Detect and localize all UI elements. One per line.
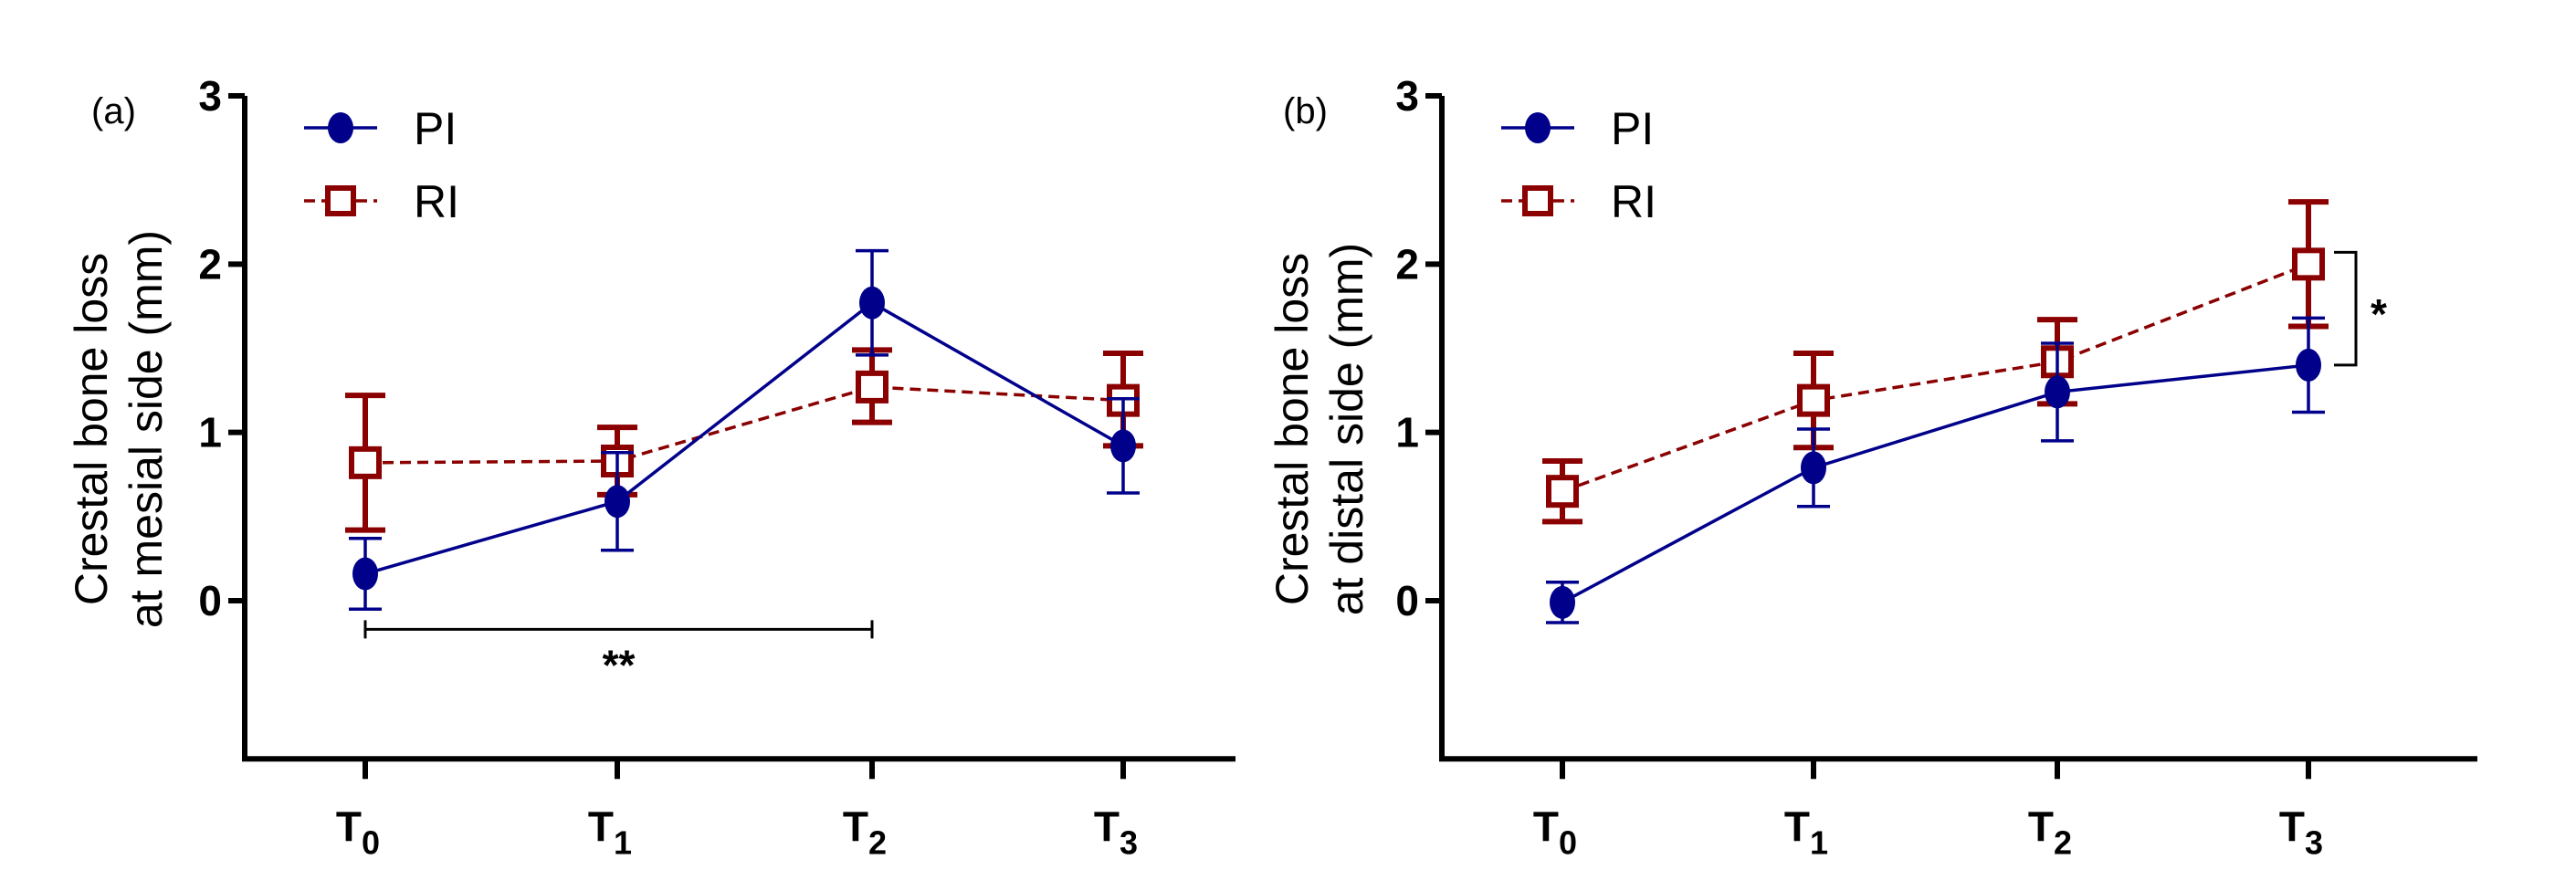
series-line bbox=[1561, 363, 2309, 604]
x-tick-sub: 1 bbox=[614, 823, 632, 861]
x-tick-label: T1 bbox=[588, 802, 632, 861]
legend-marker bbox=[325, 185, 356, 216]
data-point bbox=[2292, 247, 2325, 281]
series-ri: RI bbox=[304, 176, 1143, 533]
y-tick-label: 0 bbox=[1395, 577, 1419, 624]
significance-marker: ** bbox=[603, 641, 636, 688]
y-tick-label: 2 bbox=[198, 240, 222, 288]
x-tick-label: T3 bbox=[1094, 802, 1138, 861]
series-line bbox=[364, 300, 1124, 576]
x-tick-label: T0 bbox=[1533, 802, 1577, 861]
x-tick-sub: 1 bbox=[1810, 823, 1828, 861]
x-tick-main: T bbox=[1533, 802, 1559, 850]
series-line bbox=[1561, 262, 2309, 493]
x-tick-sub: 3 bbox=[1120, 823, 1138, 861]
y-tick-label: 1 bbox=[198, 409, 222, 456]
y-axis-label: at distal side (mm) bbox=[1321, 243, 1372, 615]
x-tick-main: T bbox=[1784, 802, 1810, 850]
x-tick-main: T bbox=[843, 802, 868, 850]
y-tick-label: 3 bbox=[1395, 72, 1419, 120]
y-axis-label: Crestal bone loss bbox=[1267, 253, 1318, 605]
legend-label: PI bbox=[1611, 103, 1654, 154]
x-tick-label: T3 bbox=[2279, 802, 2323, 861]
panel-label: (b) bbox=[1283, 91, 1328, 131]
data-point bbox=[1797, 383, 1830, 417]
x-tick-sub: 2 bbox=[2054, 823, 2072, 861]
y-tick-label: 1 bbox=[1395, 409, 1419, 456]
legend-marker bbox=[328, 112, 353, 143]
x-tick-main: T bbox=[1094, 802, 1120, 850]
legend-label: RI bbox=[414, 176, 459, 227]
x-tick-main: T bbox=[336, 802, 362, 850]
y-axis-label: Crestal bone loss bbox=[66, 253, 117, 605]
x-tick-sub: 0 bbox=[362, 823, 380, 861]
series-pi: PI bbox=[304, 103, 1140, 611]
data-point bbox=[349, 446, 382, 479]
legend-label: PI bbox=[414, 103, 457, 154]
data-point bbox=[2045, 375, 2070, 409]
y-tick-label: 3 bbox=[198, 72, 222, 120]
data-point bbox=[1546, 475, 1579, 508]
data-point bbox=[352, 557, 378, 591]
data-point bbox=[605, 485, 630, 519]
data-point bbox=[1801, 451, 1826, 485]
significance-marker: * bbox=[2371, 290, 2387, 338]
y-axis-label: at mesial side (mm) bbox=[121, 230, 172, 628]
significance-bracket bbox=[2334, 250, 2358, 367]
data-point bbox=[2296, 348, 2321, 382]
legend-marker bbox=[1525, 112, 1551, 143]
y-tick-label: 2 bbox=[1395, 240, 1419, 288]
y-tick-label: 0 bbox=[198, 577, 222, 624]
legend-marker bbox=[1522, 185, 1553, 216]
x-tick-sub: 3 bbox=[2305, 823, 2323, 861]
data-point bbox=[1110, 429, 1136, 463]
significance-bracket bbox=[363, 620, 874, 639]
data-point bbox=[1550, 585, 1575, 619]
x-tick-main: T bbox=[588, 802, 614, 850]
panel-label: (a) bbox=[91, 91, 136, 131]
series-ri: RI bbox=[1501, 176, 2329, 525]
x-tick-main: T bbox=[2279, 802, 2305, 850]
legend-label: RI bbox=[1611, 176, 1656, 227]
series-line bbox=[364, 385, 1124, 465]
data-point bbox=[859, 286, 885, 320]
x-tick-sub: 2 bbox=[868, 823, 887, 861]
x-tick-main: T bbox=[2028, 802, 2054, 850]
x-tick-label: T2 bbox=[843, 802, 887, 861]
x-tick-label: T2 bbox=[2028, 802, 2072, 861]
x-tick-sub: 0 bbox=[1559, 823, 1577, 861]
series-pi: PI bbox=[1501, 103, 2325, 624]
significance-annotation: * bbox=[2334, 250, 2387, 367]
significance-annotation: ** bbox=[363, 620, 874, 688]
x-tick-label: T1 bbox=[1784, 802, 1828, 861]
data-point bbox=[856, 370, 888, 404]
x-tick-label: T0 bbox=[336, 802, 380, 861]
